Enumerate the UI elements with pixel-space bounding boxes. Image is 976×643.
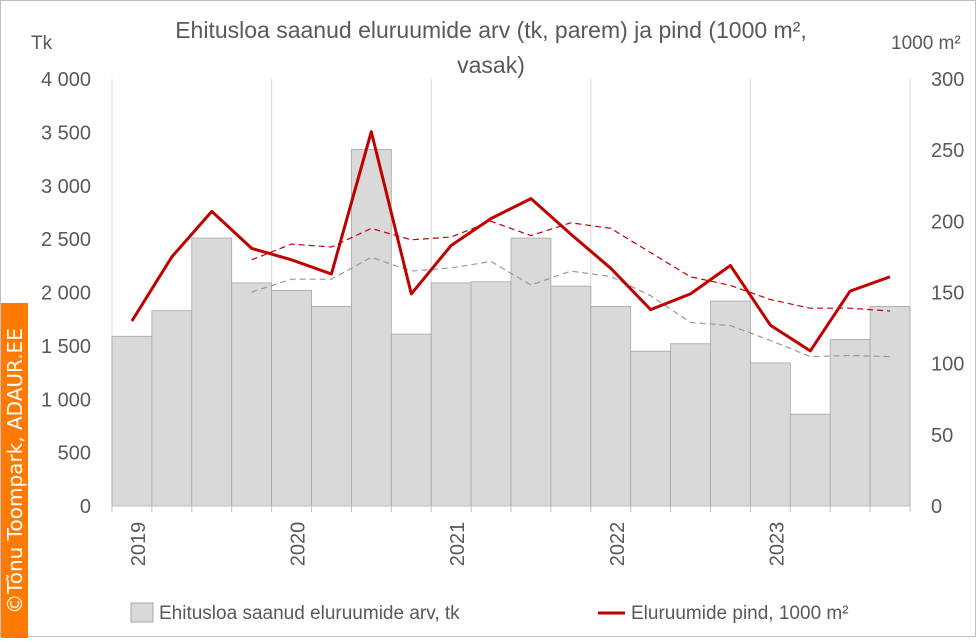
left-tick-label: 0: [80, 496, 91, 518]
chart-title-line2: vasak): [457, 52, 525, 78]
bar-11: [550, 285, 592, 507]
bar-15: [710, 300, 751, 507]
left-tick-label: 1 500: [41, 336, 91, 358]
x-tick-label-2022: 2022: [607, 522, 629, 567]
left-tick-label: 2 000: [41, 283, 91, 305]
right-tick-label: 150: [931, 283, 964, 305]
bar-6: [350, 149, 392, 507]
bar-12: [590, 305, 632, 507]
left-tick-label: 2 500: [41, 229, 91, 251]
bar-1: [151, 310, 193, 507]
left-tick-label: 500: [58, 443, 91, 465]
axes: 0 500 1 000 1 500 2 000 2 500 3 000 3 500 4 000 0…: [41, 69, 964, 566]
bar-14: [670, 343, 711, 507]
bar-5: [311, 305, 352, 507]
right-tick-label: 250: [931, 140, 964, 162]
bar-16: [750, 362, 791, 507]
credit-text: ©Tõnu Toompark, ADAUR.EE: [3, 328, 27, 614]
left-tick-label: 3 500: [41, 122, 91, 144]
bar-series: [111, 149, 911, 507]
bar-10: [510, 237, 552, 507]
left-axis-unit: Tk: [31, 33, 53, 54]
bar-0: [111, 335, 153, 507]
right-axis-unit: 1000 m²: [891, 33, 961, 54]
credit-badge: [1, 303, 28, 638]
bar-13: [630, 350, 672, 507]
right-tick-label: 300: [931, 69, 964, 91]
x-tick-label-2023: 2023: [766, 522, 788, 567]
legend-bar-swatch: [130, 602, 154, 623]
x-tick-label-2020: 2020: [288, 522, 310, 567]
bar-19: [869, 305, 911, 507]
left-tick-label: 1 000: [41, 389, 91, 411]
bar-7: [390, 333, 432, 507]
right-tick-label: 0: [931, 496, 942, 518]
bar-4: [271, 289, 312, 507]
left-tick-label: 3 000: [41, 176, 91, 198]
legend-label-bars: Ehitusloa saanud eluruumide arv, tk: [159, 603, 460, 624]
x-tick-label-2021: 2021: [447, 522, 469, 567]
legend: Ehitusloa saanud eluruumide arv, tk Elur…: [130, 602, 849, 624]
bar-17: [789, 413, 831, 507]
bar-2: [191, 237, 233, 507]
line-series: [130, 130, 891, 358]
left-tick-label: 4 000: [41, 69, 91, 91]
right-tick-label: 100: [931, 354, 964, 376]
bar-9: [470, 281, 512, 507]
right-tick-label: 200: [931, 211, 964, 233]
x-tick-label-2019: 2019: [128, 522, 150, 567]
series-line-2: [251, 256, 891, 358]
bar-3: [231, 282, 272, 507]
legend-label-line: Eluruumide pind, 1000 m²: [631, 603, 849, 624]
series-line-3: [251, 220, 891, 312]
bar-8: [430, 282, 472, 507]
bar-18: [829, 339, 871, 507]
right-tick-label: 50: [931, 425, 953, 447]
series-line-1: [130, 130, 891, 353]
chart-title-line1: Ehitusloa saanud eluruumide arv (tk, par…: [175, 17, 807, 43]
